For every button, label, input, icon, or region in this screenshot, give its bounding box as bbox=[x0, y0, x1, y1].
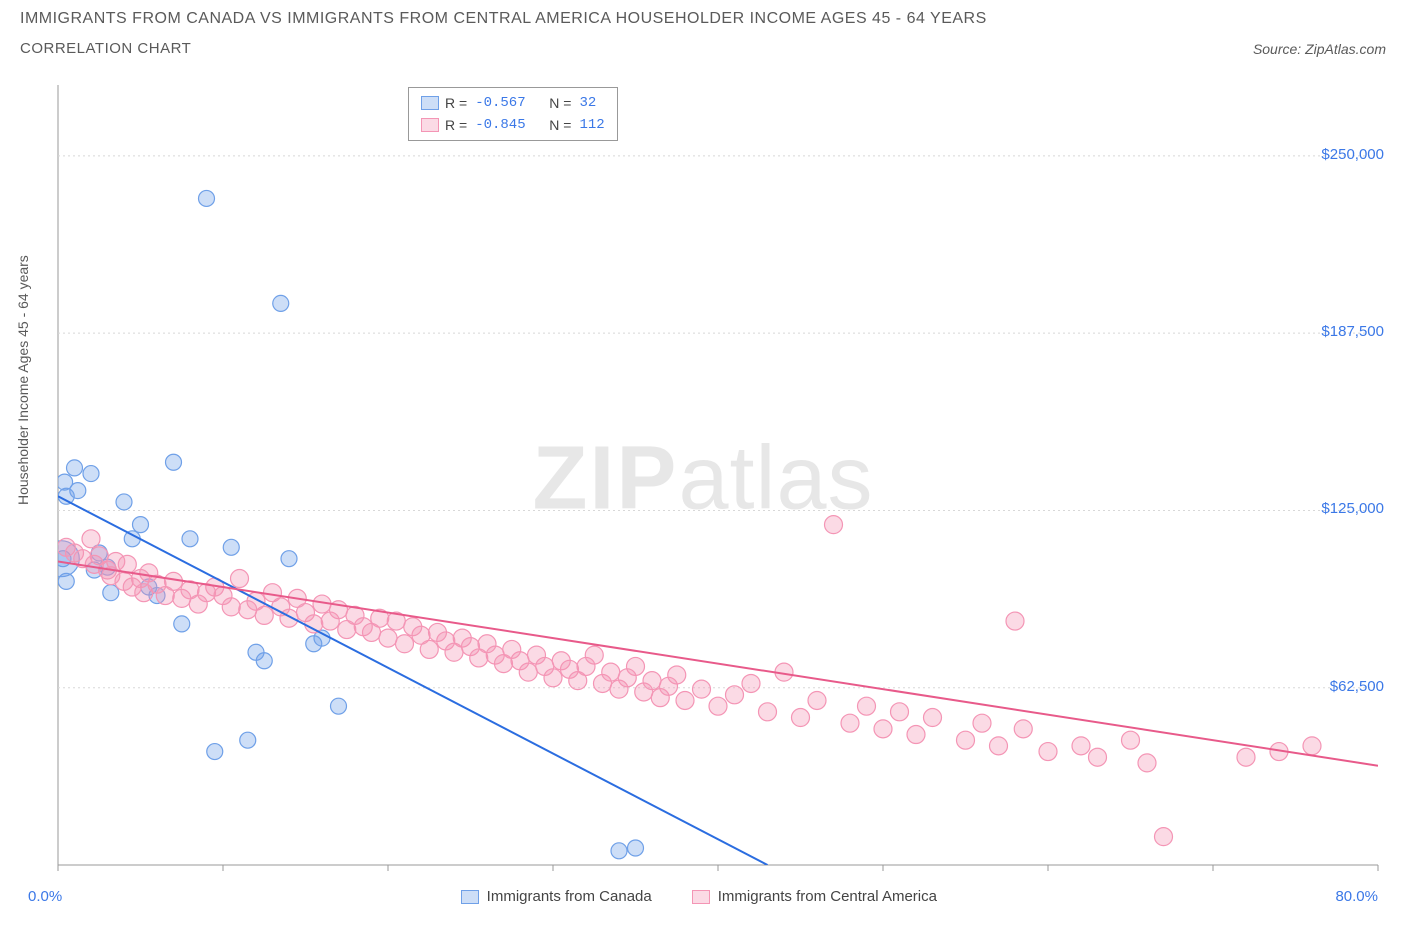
x-axis-min: 0.0% bbox=[28, 888, 62, 905]
legend-row: R = -0.567 N = 32 bbox=[421, 92, 605, 114]
legend-row: R = -0.845 N = 112 bbox=[421, 114, 605, 136]
page-title: IMMIGRANTS FROM CANADA VS IMMIGRANTS FRO… bbox=[20, 10, 1386, 28]
y-tick-label: $250,000 bbox=[1321, 146, 1384, 163]
series-legend-item: Immigrants from Central America bbox=[692, 888, 937, 905]
legend-swatch bbox=[461, 890, 479, 904]
y-axis-label: Householder Income Ages 45 - 64 years bbox=[15, 255, 31, 505]
x-axis-max: 80.0% bbox=[1335, 888, 1378, 905]
series-legend-item: Immigrants from Canada bbox=[461, 888, 652, 905]
bottom-legend: 0.0% Immigrants from Canada Immigrants fr… bbox=[20, 888, 1386, 905]
source-label: Source: ZipAtlas.com bbox=[1253, 41, 1386, 57]
correlation-chart: Householder Income Ages 45 - 64 years ZI… bbox=[20, 85, 1386, 905]
y-tick-label: $62,500 bbox=[1330, 678, 1384, 695]
legend-swatch bbox=[421, 118, 439, 132]
y-tick-label: $125,000 bbox=[1321, 500, 1384, 517]
series-name: Immigrants from Central America bbox=[718, 888, 937, 905]
scatter-plot bbox=[20, 85, 1386, 885]
correlation-legend: R = -0.567 N = 32R = -0.845 N = 112 bbox=[408, 87, 618, 141]
page-subtitle: CORRELATION CHART bbox=[20, 40, 191, 57]
series-name: Immigrants from Canada bbox=[487, 888, 652, 905]
y-tick-label: $187,500 bbox=[1321, 323, 1384, 340]
legend-swatch bbox=[421, 96, 439, 110]
legend-swatch bbox=[692, 890, 710, 904]
